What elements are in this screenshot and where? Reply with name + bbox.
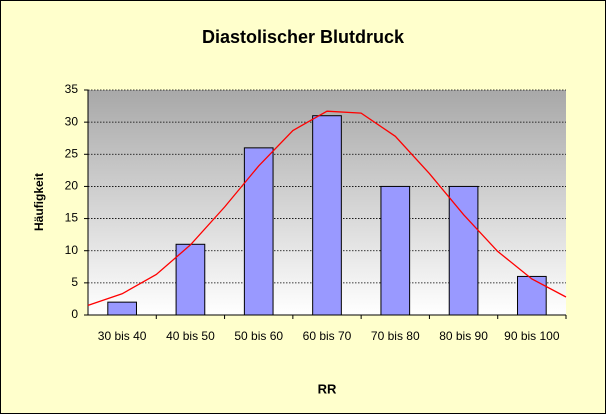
chart-title: Diastolischer Blutdruck bbox=[202, 27, 405, 47]
x-tick-label: 50 bis 60 bbox=[234, 329, 284, 343]
y-tick-label: 15 bbox=[65, 211, 79, 225]
bar bbox=[380, 185, 411, 316]
x-tick-label: 70 bis 80 bbox=[370, 329, 420, 343]
y-tick-label: 10 bbox=[65, 243, 79, 257]
bar bbox=[312, 115, 342, 316]
bar bbox=[107, 301, 137, 316]
x-tick-label: 30 bis 40 bbox=[97, 329, 147, 343]
bar bbox=[243, 147, 274, 316]
bar bbox=[448, 185, 479, 316]
fit-curve bbox=[87, 110, 567, 307]
y-tick-label: 30 bbox=[65, 114, 79, 128]
y-tick-label: 20 bbox=[65, 179, 79, 193]
x-tick-label: 80 bis 90 bbox=[439, 329, 488, 343]
y-tick-label: 25 bbox=[65, 146, 79, 160]
y-axis-label: Häufigkeit bbox=[32, 173, 46, 231]
x-tick-label: 40 bis 50 bbox=[166, 329, 215, 343]
x-axis-label: RR bbox=[318, 381, 337, 396]
x-tick-label: 60 bis 70 bbox=[302, 329, 352, 343]
y-tick-label: 5 bbox=[71, 275, 78, 289]
y-tick-label: 35 bbox=[65, 82, 79, 96]
y-tick-label: 0 bbox=[71, 307, 78, 321]
bar bbox=[517, 275, 547, 316]
bar bbox=[175, 243, 206, 316]
x-tick-label: 90 bis 100 bbox=[504, 329, 560, 343]
